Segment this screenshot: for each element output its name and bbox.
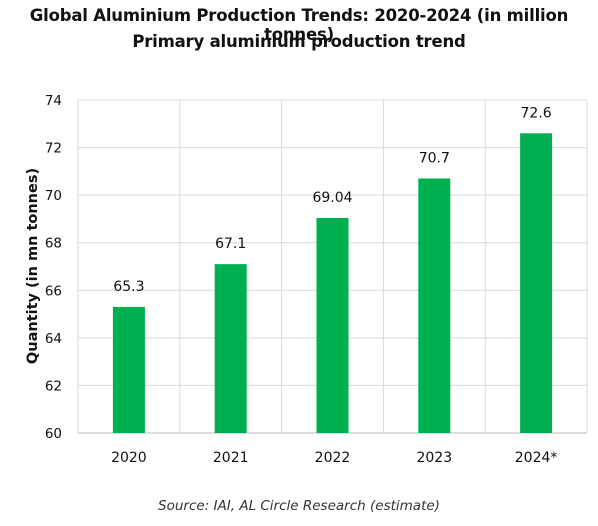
chart-title: Global Aluminium Production Trends: 2020… — [29, 6, 569, 44]
data-label: 65.3 — [113, 279, 144, 295]
data-labels: 65.3 67.1 69.04 70.7 72.6 — [113, 105, 551, 295]
source-note: Source: IAI, AL Circle Research (estimat… — [158, 498, 440, 514]
x-tick-label: 2022 — [315, 450, 351, 466]
x-tick-label: 2023 — [416, 450, 452, 466]
x-tick-label: 2020 — [111, 450, 147, 466]
y-tick-label: 62 — [45, 378, 62, 394]
data-label: 70.7 — [419, 150, 450, 166]
x-axis: 2020 2021 2022 2023 2024* — [111, 450, 557, 466]
y-tick-label: 64 — [45, 331, 62, 347]
bar — [418, 178, 451, 433]
y-tick-label: 74 — [45, 93, 62, 109]
bar — [520, 133, 553, 434]
y-tick-label: 70 — [45, 188, 62, 204]
y-axis: 60 62 64 66 68 70 72 74 — [45, 93, 62, 442]
y-tick-label: 60 — [45, 426, 62, 442]
bars — [112, 133, 553, 434]
data-label: 72.6 — [521, 105, 552, 121]
bar — [112, 306, 145, 433]
data-label: 67.1 — [215, 236, 246, 252]
bar — [316, 217, 349, 433]
x-tick-label: 2024* — [515, 450, 558, 466]
y-tick-label: 66 — [45, 283, 62, 299]
y-tick-label: 72 — [45, 141, 62, 157]
y-axis-label: Quantity (in mn tonnes) — [25, 168, 41, 364]
y-tick-label: 68 — [45, 236, 62, 252]
data-label: 69.04 — [312, 190, 352, 206]
bar — [214, 264, 247, 433]
chart-subtitle: Primary aluminium production trend — [132, 32, 466, 51]
x-tick-label: 2021 — [213, 450, 249, 466]
